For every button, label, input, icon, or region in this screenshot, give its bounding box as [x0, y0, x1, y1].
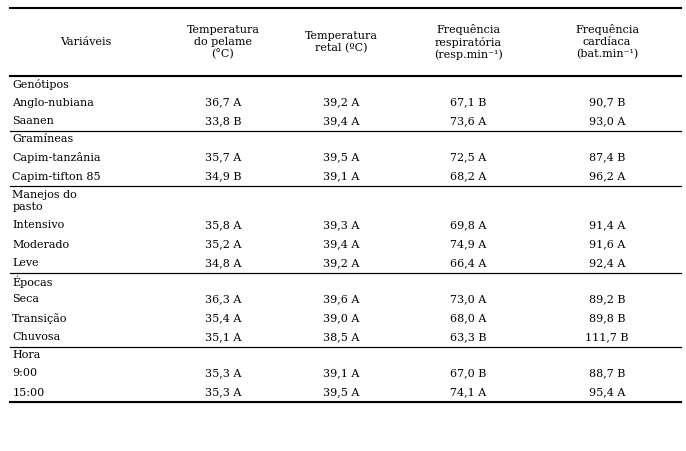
Text: 87,4 B: 87,4 B: [589, 152, 626, 162]
Text: 39,3 A: 39,3 A: [323, 221, 359, 230]
Text: 95,4 A: 95,4 A: [589, 387, 626, 397]
Text: Temperatura
retal (ºC): Temperatura retal (ºC): [305, 31, 378, 53]
Text: 39,4 A: 39,4 A: [323, 116, 359, 126]
Text: 35,1 A: 35,1 A: [204, 332, 241, 342]
Text: 73,6 A: 73,6 A: [450, 116, 486, 126]
Text: 39,0 A: 39,0 A: [323, 313, 359, 323]
Text: Temperatura
do pelame
(°C): Temperatura do pelame (°C): [187, 25, 259, 60]
Text: 68,2 A: 68,2 A: [450, 171, 486, 181]
Text: 39,6 A: 39,6 A: [323, 295, 359, 304]
Text: Seca: Seca: [12, 295, 39, 304]
Text: 91,4 A: 91,4 A: [589, 221, 626, 230]
Text: Transição: Transição: [12, 313, 68, 324]
Text: Frequência
cardíaca
(bat.min⁻¹): Frequência cardíaca (bat.min⁻¹): [575, 24, 639, 60]
Text: 39,1 A: 39,1 A: [323, 171, 359, 181]
Text: 111,7 B: 111,7 B: [585, 332, 629, 342]
Text: 33,8 B: 33,8 B: [204, 116, 241, 126]
Text: 69,8 A: 69,8 A: [450, 221, 486, 230]
Text: 39,5 A: 39,5 A: [323, 152, 359, 162]
Text: 63,3 B: 63,3 B: [450, 332, 486, 342]
Text: Capim-tifton 85: Capim-tifton 85: [12, 171, 101, 181]
Text: 39,2 A: 39,2 A: [323, 258, 359, 268]
Text: 15:00: 15:00: [12, 387, 45, 397]
Text: 74,9 A: 74,9 A: [450, 239, 486, 249]
Text: 67,0 B: 67,0 B: [450, 368, 486, 378]
Text: 39,5 A: 39,5 A: [323, 387, 359, 397]
Text: 34,9 B: 34,9 B: [204, 171, 241, 181]
Text: 35,2 A: 35,2 A: [204, 239, 241, 249]
Text: 38,5 A: 38,5 A: [323, 332, 359, 342]
Text: Intensivo: Intensivo: [12, 221, 64, 230]
Text: 35,7 A: 35,7 A: [205, 152, 241, 162]
Text: 66,4 A: 66,4 A: [450, 258, 486, 268]
Text: Hora: Hora: [12, 350, 40, 360]
Text: 35,3 A: 35,3 A: [204, 387, 241, 397]
Text: 36,7 A: 36,7 A: [205, 97, 241, 107]
Text: Variáveis: Variáveis: [60, 37, 111, 47]
Text: 68,0 A: 68,0 A: [450, 313, 486, 323]
Text: 91,6 A: 91,6 A: [589, 239, 626, 249]
Text: 74,1 A: 74,1 A: [450, 387, 486, 397]
Text: 34,8 A: 34,8 A: [204, 258, 241, 268]
Text: Manejos do
pasto: Manejos do pasto: [12, 190, 77, 212]
Text: Moderado: Moderado: [12, 239, 69, 249]
Text: Anglo-nubiana: Anglo-nubiana: [12, 97, 94, 107]
Text: Saanen: Saanen: [12, 116, 54, 126]
Text: 9:00: 9:00: [12, 368, 38, 378]
Text: 73,0 A: 73,0 A: [450, 295, 486, 304]
Text: Frequência
respiratória
(resp.min⁻¹): Frequência respiratória (resp.min⁻¹): [434, 23, 503, 60]
Text: 90,7 B: 90,7 B: [589, 97, 626, 107]
Text: 92,4 A: 92,4 A: [589, 258, 626, 268]
Text: 72,5 A: 72,5 A: [450, 152, 486, 162]
Text: 35,3 A: 35,3 A: [204, 368, 241, 378]
Text: 36,3 A: 36,3 A: [204, 295, 241, 304]
Text: Épocas: Épocas: [12, 275, 53, 288]
Text: 39,2 A: 39,2 A: [323, 97, 359, 107]
Text: 96,2 A: 96,2 A: [589, 171, 626, 181]
Text: Gramíneas: Gramíneas: [12, 134, 73, 144]
Text: 39,4 A: 39,4 A: [323, 239, 359, 249]
Text: 89,8 B: 89,8 B: [589, 313, 626, 323]
Text: Capim-tanzânia: Capim-tanzânia: [12, 152, 101, 163]
Text: 88,7 B: 88,7 B: [589, 368, 626, 378]
Text: 67,1 B: 67,1 B: [450, 97, 486, 107]
Text: 39,1 A: 39,1 A: [323, 368, 359, 378]
Text: Chuvosa: Chuvosa: [12, 332, 60, 342]
Text: Genótipos: Genótipos: [12, 79, 69, 90]
Text: 35,8 A: 35,8 A: [204, 221, 241, 230]
Text: 93,0 A: 93,0 A: [589, 116, 626, 126]
Text: 89,2 B: 89,2 B: [589, 295, 626, 304]
Text: 35,4 A: 35,4 A: [204, 313, 241, 323]
Text: Leve: Leve: [12, 258, 39, 268]
